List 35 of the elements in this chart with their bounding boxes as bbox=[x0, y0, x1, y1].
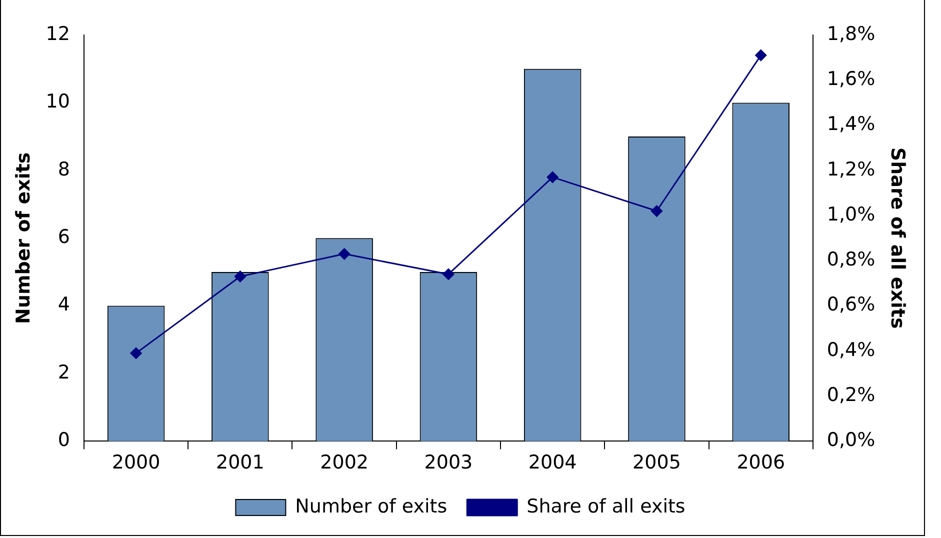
x-tick-label: 2003 bbox=[424, 452, 473, 474]
y2-tick-label: 1,6% bbox=[826, 68, 876, 90]
point bbox=[338, 248, 350, 260]
point bbox=[234, 270, 246, 282]
y-tick-label: 4 bbox=[58, 294, 70, 316]
x-tick-label: 2000 bbox=[112, 452, 160, 474]
point bbox=[755, 50, 767, 62]
y-tick-label: 2 bbox=[58, 361, 70, 384]
y2-tick-label: 0,8% bbox=[826, 248, 876, 271]
x-tick-label: 2004 bbox=[528, 452, 577, 474]
y-tick-label: 6 bbox=[58, 226, 70, 248]
legend-label: Share of all exits bbox=[526, 495, 686, 518]
point bbox=[650, 205, 662, 217]
x-tick-label: 2005 bbox=[632, 452, 681, 474]
y2-tick-label: 1,4% bbox=[826, 113, 876, 136]
y-tick-label: 0 bbox=[58, 429, 70, 452]
y2-tick-label: 1,0% bbox=[826, 203, 876, 226]
y2-tick-label: 1,2% bbox=[826, 158, 876, 180]
y2-tick-label: 0,4% bbox=[826, 338, 876, 361]
point bbox=[130, 347, 142, 359]
y2-tick-label: 0,0% bbox=[826, 429, 876, 452]
y2-axis-title: Share of all exits bbox=[886, 147, 909, 329]
y2-tick-label: 0,2% bbox=[826, 384, 876, 406]
y-tick-label: 8 bbox=[58, 158, 70, 180]
y2-tick-label: 0,6% bbox=[826, 294, 876, 316]
y-tick-label: 10 bbox=[46, 90, 70, 113]
point bbox=[442, 268, 454, 280]
x-tick-label: 2001 bbox=[216, 452, 264, 474]
y2-tick-label: 1,8% bbox=[826, 22, 876, 45]
y-tick-label: 12 bbox=[46, 22, 70, 45]
x-tick-label: 2006 bbox=[736, 452, 786, 474]
legend-label: Number of exits bbox=[295, 495, 448, 518]
y-axis-title: Number of exits bbox=[12, 152, 34, 324]
point bbox=[546, 171, 558, 183]
x-tick-label: 2002 bbox=[320, 452, 368, 474]
